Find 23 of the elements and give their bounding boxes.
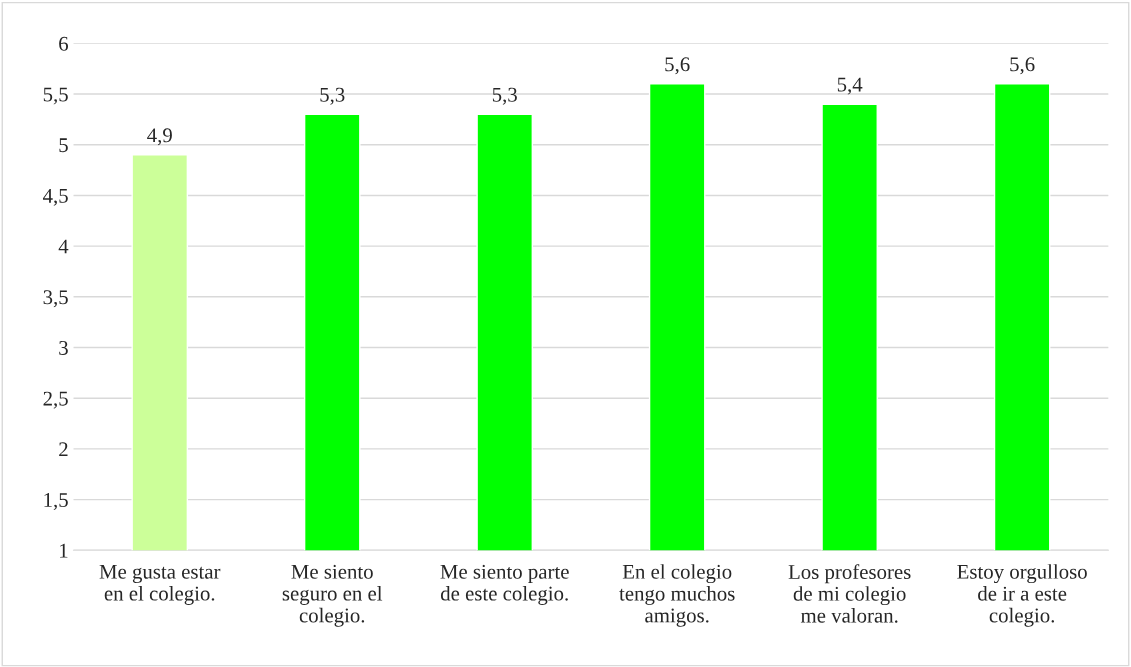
y-tick-label: 3,5: [43, 290, 68, 308]
x-tick-label: En el colegio tengo muchos amigos.: [619, 564, 735, 627]
y-tick-label: 1: [60, 543, 68, 558]
data-label: 5,4: [837, 77, 863, 95]
y-tick-label: 4: [58, 239, 69, 254]
x-tick-label: Me gusta estar en el colegio.: [99, 564, 221, 605]
data-label: 5,3: [492, 87, 517, 105]
x-tick-label: Me siento parte de este colegio.: [440, 564, 569, 605]
data-label: 5,3: [320, 87, 345, 105]
y-tick-label: 4,5: [43, 188, 68, 206]
y-tick-label: 5: [59, 138, 68, 153]
y-tick-label: 2: [59, 442, 68, 457]
data-label: 5,6: [1010, 57, 1035, 75]
x-tick-label: Estoy orgulloso de ir a este colegio.: [957, 564, 1087, 627]
x-tick-label: Los profesores de mi colegio me valoran.: [788, 564, 911, 623]
y-tick-label: 1,5: [44, 493, 68, 511]
data-label: 4,9: [147, 128, 172, 146]
data-label: 5,6: [665, 57, 690, 75]
y-tick-label: 2,5: [43, 391, 68, 409]
y-tick-label: 6: [59, 36, 69, 51]
y-tick-label: 5,5: [43, 87, 68, 105]
x-tick-label: Me siento seguro en el colegio.: [282, 564, 383, 627]
y-tick-label: 3: [59, 340, 68, 355]
